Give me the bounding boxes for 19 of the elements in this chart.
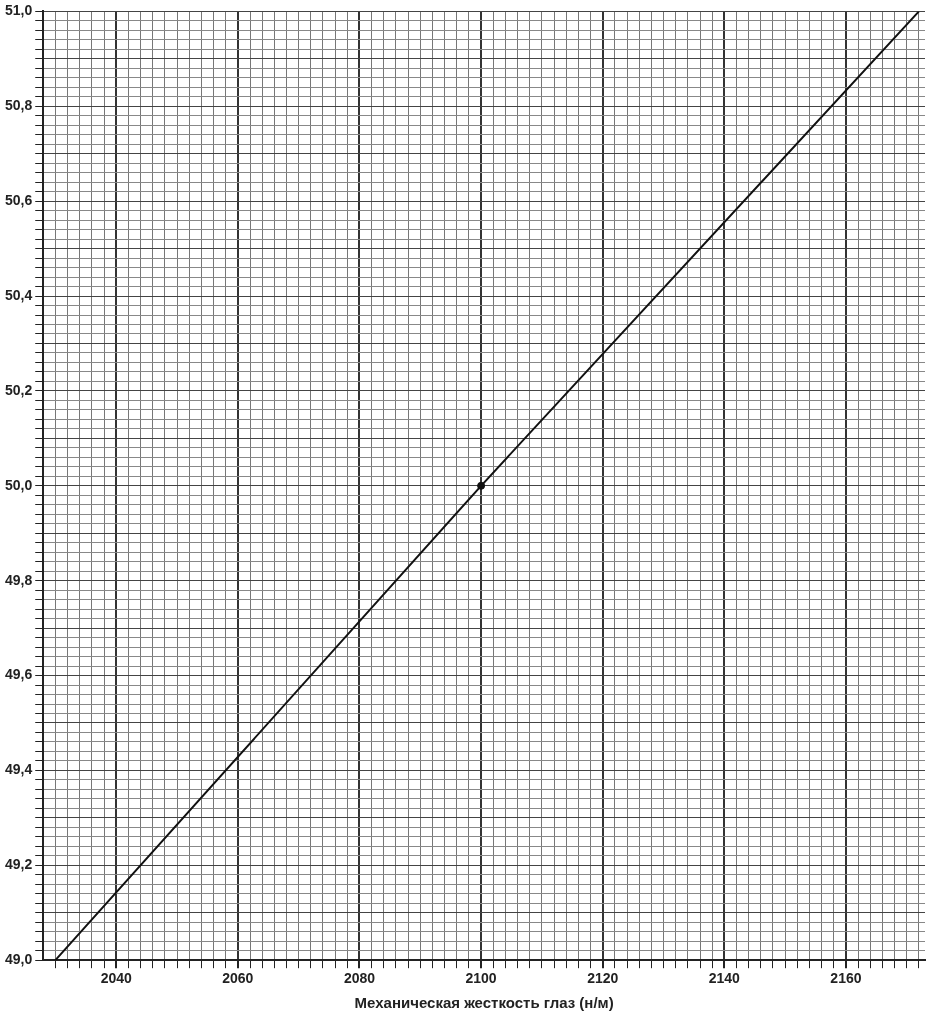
y-tick-label: 49,4	[5, 761, 33, 778]
y-tick-label: 49,2	[5, 856, 33, 873]
x-tick-label: 2140	[708, 970, 741, 987]
x-tick-label: 2120	[587, 970, 619, 987]
y-tick-label: 50,0	[5, 476, 33, 493]
y-tick-label: 51,0	[5, 2, 33, 19]
x-tick-label: 2080	[343, 970, 376, 987]
y-tick-label: 49,6	[5, 666, 33, 683]
y-tick-label: 50,8	[5, 97, 33, 114]
y-tick-label: 50,4	[5, 286, 33, 303]
y-tick-label: 49,8	[5, 571, 33, 588]
x-tick-label: 2160	[830, 970, 862, 987]
y-tick-label: 50,6	[5, 192, 33, 209]
x-tick-label: 2040	[100, 970, 132, 987]
y-tick-label: 50,2	[5, 381, 33, 398]
x-tick-label: 2100	[465, 970, 497, 987]
x-tick-label: 2060	[222, 970, 254, 987]
y-tick-label: 49,0	[5, 951, 33, 968]
x-axis-title: Механическая жесткость глаз (н/м)	[354, 994, 614, 1012]
